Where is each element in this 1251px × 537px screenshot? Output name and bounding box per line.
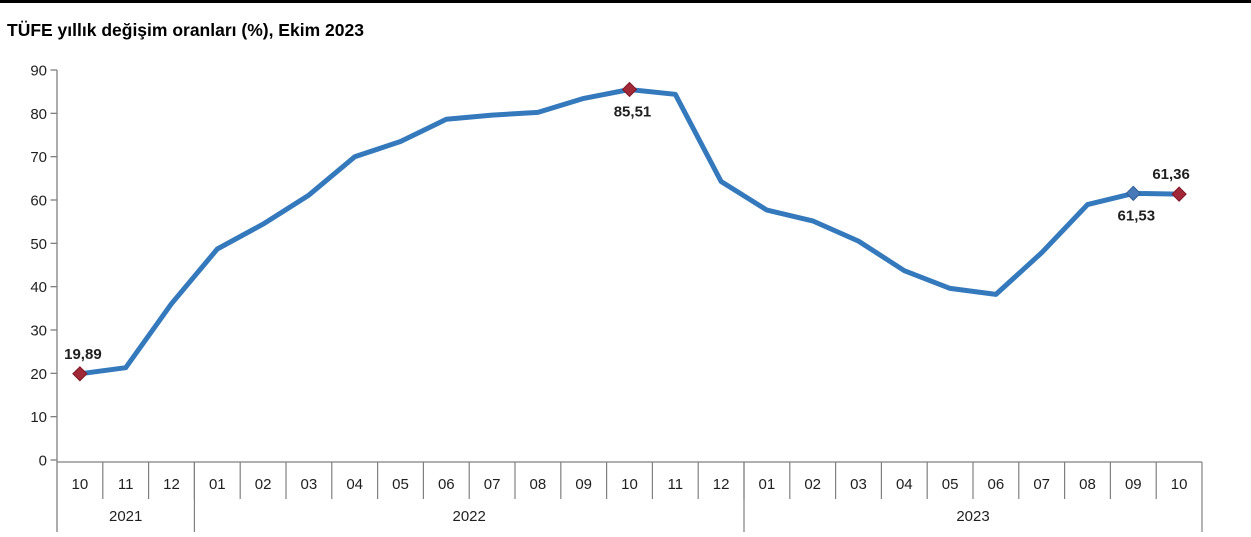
month-label: 05	[392, 476, 409, 493]
year-label: 2021	[109, 508, 142, 525]
month-label: 12	[713, 476, 730, 493]
data-point-label: 61,53	[1118, 207, 1156, 224]
month-label: 10	[621, 476, 638, 493]
y-tick-label: 20	[30, 366, 47, 383]
month-label: 08	[1079, 476, 1096, 493]
month-label: 04	[346, 476, 363, 493]
top-border-rule	[0, 0, 1251, 3]
month-label: 01	[209, 476, 226, 493]
y-tick-label: 30	[30, 323, 47, 340]
data-labels: 19,89 85,51 61,53 61,36	[64, 103, 1190, 362]
y-tick-label: 0	[39, 453, 47, 470]
y-tick-label: 90	[30, 63, 47, 80]
month-label: 12	[163, 476, 180, 493]
month-label: 03	[301, 476, 318, 493]
month-label: 09	[1125, 476, 1142, 493]
data-point-label: 85,51	[614, 103, 652, 120]
month-label: 10	[1171, 476, 1188, 493]
series-line	[77, 87, 1182, 377]
y-tick-label: 50	[30, 236, 47, 253]
month-label: 10	[72, 476, 89, 493]
month-label: 06	[988, 476, 1005, 493]
month-label: 06	[438, 476, 455, 493]
red-diamond-marker	[1171, 186, 1187, 202]
data-point-label: 19,89	[64, 346, 102, 363]
data-point-label: 61,36	[1152, 166, 1190, 183]
month-label: 04	[896, 476, 913, 493]
month-label: 07	[484, 476, 501, 493]
month-label: 09	[575, 476, 592, 493]
month-label: 03	[850, 476, 867, 493]
y-tick-label: 70	[30, 149, 47, 166]
month-label: 11	[118, 476, 134, 493]
year-label: 2022	[453, 508, 486, 525]
y-axis: 0 10 20 30 40 50 60 70 80 90	[30, 63, 58, 532]
y-tick-label: 80	[30, 106, 47, 123]
month-label: 01	[759, 476, 776, 493]
data-markers	[72, 81, 1187, 382]
y-tick-label: 60	[30, 193, 47, 210]
x-axis-table: 10 11 12 01 02 03 04 05 06 07 08 09 10 11 12 01 02 03 04 05…	[57, 461, 1203, 532]
month-label: 08	[530, 476, 547, 493]
month-label: 05	[942, 476, 959, 493]
blue-diamond-marker	[1125, 185, 1142, 202]
month-label: 02	[804, 476, 821, 493]
chart-title: TÜFE yıllık değişim oranları (%), Ekim 2…	[7, 20, 364, 40]
red-diamond-marker	[621, 81, 638, 98]
y-tick-label: 40	[30, 279, 47, 296]
year-label: 2023	[956, 508, 989, 525]
month-label: 07	[1033, 476, 1050, 493]
month-label: 02	[255, 476, 272, 493]
red-diamond-marker	[72, 366, 88, 382]
y-tick-label: 10	[30, 409, 47, 426]
month-label: 11	[668, 476, 684, 493]
